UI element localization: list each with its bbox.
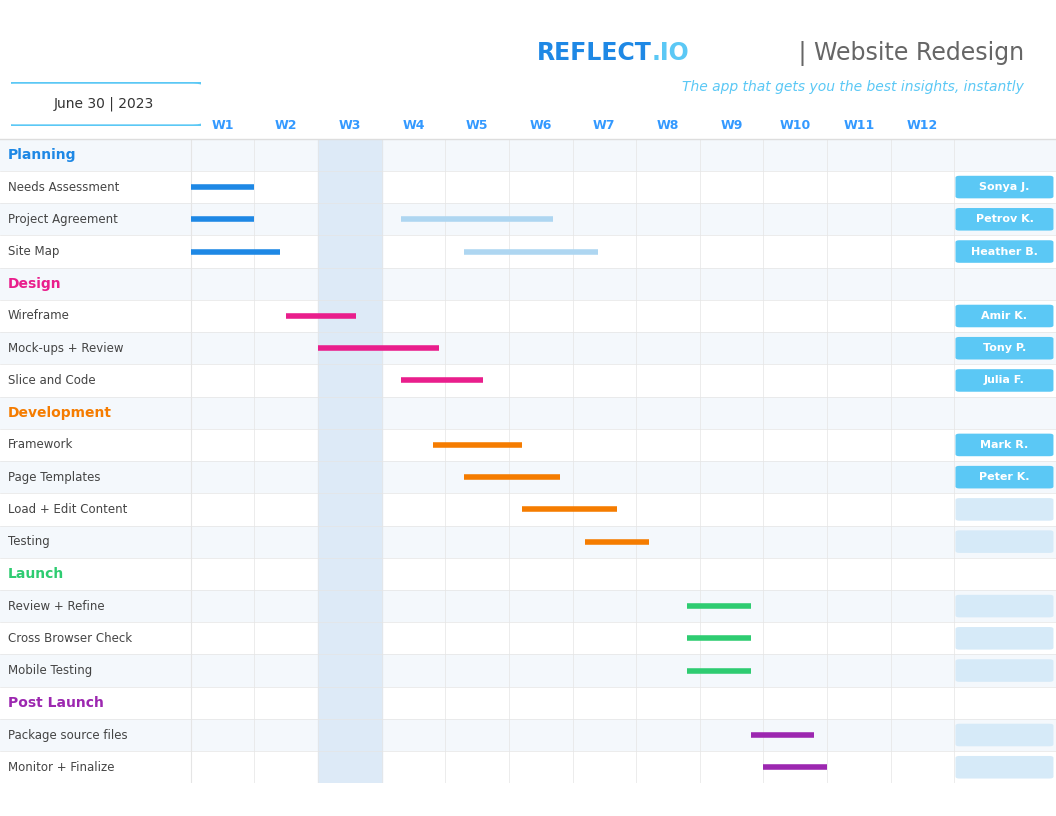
FancyBboxPatch shape bbox=[956, 724, 1054, 747]
FancyBboxPatch shape bbox=[956, 659, 1054, 682]
Text: Heather B.: Heather B. bbox=[972, 246, 1038, 256]
Text: Project Agreement: Project Agreement bbox=[7, 213, 117, 226]
Bar bbox=[0, 687, 1056, 719]
FancyBboxPatch shape bbox=[956, 498, 1054, 521]
Text: Design: Design bbox=[7, 277, 61, 290]
FancyBboxPatch shape bbox=[956, 433, 1054, 456]
Text: Planning: Planning bbox=[7, 148, 76, 162]
FancyBboxPatch shape bbox=[956, 530, 1054, 553]
Bar bbox=[0, 719, 1056, 751]
Bar bbox=[0, 623, 1056, 654]
Bar bbox=[318, 139, 381, 783]
Text: Sonya J.: Sonya J. bbox=[979, 182, 1030, 192]
FancyBboxPatch shape bbox=[956, 369, 1054, 392]
Text: W3: W3 bbox=[339, 119, 361, 132]
Text: Tony P.: Tony P. bbox=[983, 344, 1026, 353]
FancyBboxPatch shape bbox=[956, 337, 1054, 360]
Text: Monitor + Finalize: Monitor + Finalize bbox=[7, 761, 114, 774]
Text: Page Templates: Page Templates bbox=[7, 471, 100, 484]
Text: The app that gets you the best insights, instantly: The app that gets you the best insights,… bbox=[682, 80, 1024, 95]
Bar bbox=[0, 654, 1056, 687]
Text: .IO: .IO bbox=[652, 41, 690, 65]
Bar bbox=[0, 558, 1056, 590]
Text: W5: W5 bbox=[466, 119, 488, 132]
Bar bbox=[0, 268, 1056, 300]
FancyBboxPatch shape bbox=[956, 627, 1054, 650]
Bar bbox=[0, 300, 1056, 332]
Bar bbox=[0, 332, 1056, 365]
Bar bbox=[0, 171, 1056, 203]
Text: W9: W9 bbox=[720, 119, 742, 132]
Bar bbox=[0, 397, 1056, 429]
Text: W1: W1 bbox=[211, 119, 233, 132]
FancyBboxPatch shape bbox=[956, 240, 1054, 263]
Bar bbox=[0, 365, 1056, 397]
Text: Julia F.: Julia F. bbox=[984, 375, 1025, 385]
FancyBboxPatch shape bbox=[956, 208, 1054, 231]
FancyBboxPatch shape bbox=[956, 175, 1054, 198]
Text: W12: W12 bbox=[907, 119, 938, 132]
Text: Development: Development bbox=[7, 406, 112, 419]
Bar bbox=[0, 461, 1056, 493]
Bar bbox=[0, 590, 1056, 622]
Bar bbox=[0, 429, 1056, 461]
Text: W4: W4 bbox=[402, 119, 425, 132]
Text: Petrov K.: Petrov K. bbox=[976, 215, 1034, 224]
Text: Wireframe: Wireframe bbox=[7, 309, 70, 322]
Text: W8: W8 bbox=[657, 119, 679, 132]
Text: Mark R.: Mark R. bbox=[980, 440, 1029, 450]
Text: Mobile Testing: Mobile Testing bbox=[7, 664, 92, 677]
FancyBboxPatch shape bbox=[956, 756, 1054, 778]
Text: Post Launch: Post Launch bbox=[7, 696, 103, 710]
Text: Package source files: Package source files bbox=[7, 729, 128, 742]
Text: W11: W11 bbox=[843, 119, 874, 132]
Text: W10: W10 bbox=[779, 119, 811, 132]
Text: Amir K.: Amir K. bbox=[981, 311, 1027, 321]
Text: Review + Refine: Review + Refine bbox=[7, 600, 105, 613]
Bar bbox=[0, 493, 1056, 526]
Bar bbox=[0, 139, 1056, 171]
Text: Mock-ups + Review: Mock-ups + Review bbox=[7, 342, 124, 355]
Text: W6: W6 bbox=[529, 119, 552, 132]
Text: Needs Assessment: Needs Assessment bbox=[7, 180, 119, 193]
Text: REFLECT: REFLECT bbox=[536, 41, 652, 65]
Text: Load + Edit Content: Load + Edit Content bbox=[7, 503, 127, 516]
Text: Framework: Framework bbox=[7, 438, 73, 451]
FancyBboxPatch shape bbox=[956, 595, 1054, 618]
Text: Site Map: Site Map bbox=[7, 245, 59, 258]
Bar bbox=[0, 203, 1056, 235]
Text: | Website Redesign: | Website Redesign bbox=[791, 41, 1024, 65]
Text: Cross Browser Check: Cross Browser Check bbox=[7, 632, 132, 645]
Bar bbox=[0, 526, 1056, 558]
Text: Testing: Testing bbox=[7, 535, 50, 548]
Bar bbox=[0, 752, 1056, 783]
Text: W2: W2 bbox=[275, 119, 298, 132]
Text: Launch: Launch bbox=[7, 567, 63, 581]
FancyBboxPatch shape bbox=[956, 304, 1054, 327]
FancyBboxPatch shape bbox=[956, 466, 1054, 489]
Text: Peter K.: Peter K. bbox=[979, 472, 1030, 482]
Text: June 30 | 2023: June 30 | 2023 bbox=[54, 97, 154, 111]
FancyBboxPatch shape bbox=[3, 82, 205, 126]
Text: Slice and Code: Slice and Code bbox=[7, 374, 95, 387]
Bar bbox=[0, 236, 1056, 268]
Text: W7: W7 bbox=[593, 119, 616, 132]
